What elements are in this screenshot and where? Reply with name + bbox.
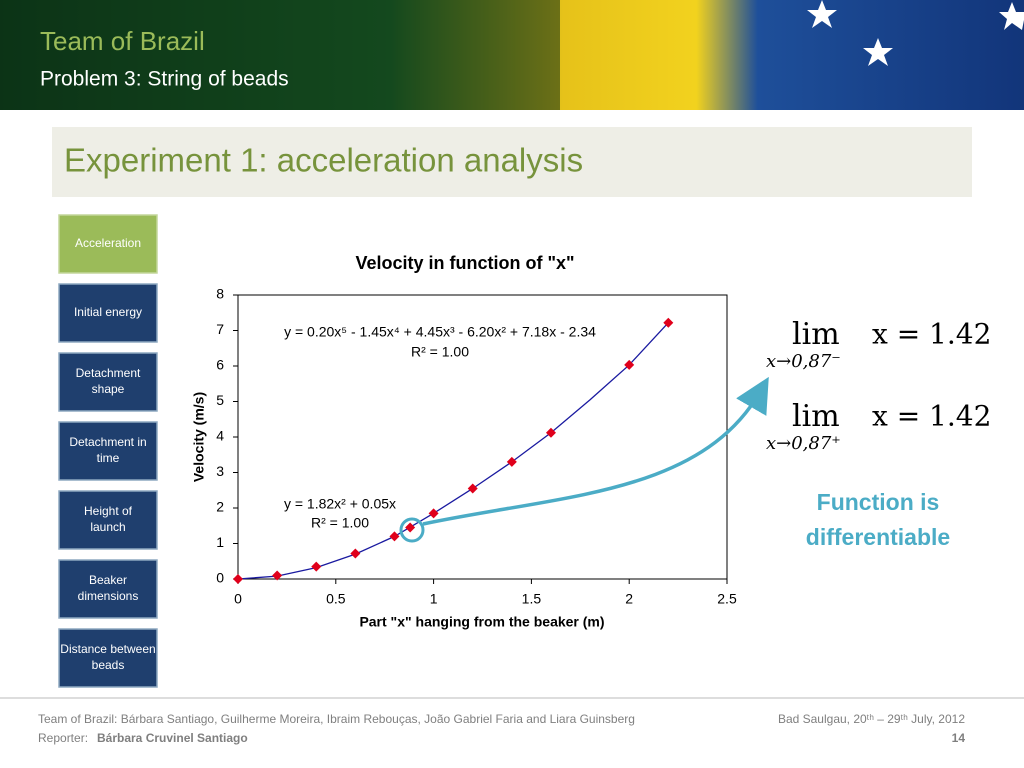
page-number: 14 (952, 731, 966, 745)
team-name: Team of Brazil (40, 26, 205, 56)
data-point (350, 548, 361, 559)
button-box (58, 283, 158, 343)
y-axis-label: Velocity (m/s) (191, 392, 207, 482)
button-line: launch (90, 520, 125, 534)
title-box (52, 127, 972, 197)
button-box (58, 559, 158, 619)
lim-subscript: x→0,87⁻ (766, 351, 841, 372)
y-tick-label: 6 (216, 357, 224, 373)
button-label: Detachment in time (69, 435, 146, 465)
conclusion: Function is (817, 489, 940, 515)
sidebar-button[interactable]: Beaker dimensions (58, 559, 158, 619)
y-tick-label: 0 (216, 570, 224, 586)
lim: lim (792, 399, 840, 434)
footer-reporter-label: Reporter: (38, 731, 88, 745)
button-line: Beaker (89, 573, 127, 587)
x-tick-label: 0 (234, 591, 242, 607)
button-line: Distance between (60, 642, 155, 656)
button-line: shape (92, 382, 125, 396)
button-box (58, 421, 158, 481)
problem-title: Problem 3: String of beads (40, 68, 289, 91)
button-box (58, 628, 158, 688)
y-tick-label: 4 (216, 428, 224, 444)
footer-reporter: Bárbara Cruvinel Santiago (97, 731, 248, 745)
x-tick-label: 2 (625, 591, 633, 607)
data-point (624, 359, 635, 370)
y-tick-label: 1 (216, 534, 224, 550)
sidebar-button[interactable]: Distance between beads (58, 628, 158, 688)
y-tick-label: 5 (216, 392, 224, 408)
x-tick-label: 1 (430, 591, 438, 607)
button-line: Detachment (76, 366, 141, 380)
x-tick-label: 0.5 (326, 591, 346, 607)
button-box (58, 490, 158, 550)
sidebar-button[interactable]: Initial energy (58, 283, 158, 343)
trendline (237, 322, 669, 580)
footer-event: Bad Saulgau, 20ᵗʰ – 29ᵗʰ July, 2012 (778, 712, 965, 726)
equation: R² = 1.00 (311, 515, 369, 531)
data-point (663, 317, 674, 328)
y-tick-label: 2 (216, 499, 224, 515)
highlight-circle (399, 517, 425, 543)
footer-authors: Team of Brazil: Bárbara Santiago, Guilhe… (38, 712, 635, 726)
data-point (389, 531, 400, 542)
data-point (467, 483, 478, 494)
sidebar-button[interactable]: Detachment in time (58, 421, 158, 481)
button-label: Height of launch (84, 504, 133, 534)
data-point (272, 570, 283, 581)
stars (807, 0, 1024, 66)
sidebar: Acceleration Initial energy Detachment shap… (58, 214, 158, 688)
data-point (311, 561, 322, 572)
button-line: Detachment in (69, 435, 146, 449)
data-point (428, 508, 439, 519)
lim-equation: x = 1.42 (872, 400, 991, 433)
y-tick-label: 8 (216, 286, 224, 302)
arrow (422, 376, 769, 526)
data-point (545, 427, 556, 438)
conclusion: differentiable (806, 524, 950, 550)
data-point (405, 522, 416, 533)
button-label: Detachment shape (76, 366, 141, 396)
sidebar-button[interactable]: Height of launch (58, 490, 158, 550)
button-label: Beaker dimensions (78, 573, 139, 603)
x-axis-label: Part "x" hanging from the beaker (m) (359, 614, 604, 630)
button-box (58, 214, 158, 274)
slide-title: Experiment 1: acceleration analysis (64, 142, 583, 179)
equation: y = 0.20x⁵ - 1.45x⁴ + 4.45x³ - 6.20x² + … (284, 324, 596, 340)
button-label: Acceleration (75, 236, 141, 250)
data-point (506, 456, 517, 467)
button-line: dimensions (78, 589, 139, 603)
chart-title: Velocity in function of "x" (355, 253, 574, 273)
lim: lim (792, 317, 840, 352)
button-label: Initial energy (74, 305, 142, 319)
chart: Velocity in function of "x" Part "x" hang… (191, 253, 737, 630)
sidebar-button[interactable]: Detachment shape (58, 352, 158, 412)
y-tick-label: 7 (216, 321, 224, 337)
sidebar-button[interactable]: Acceleration (58, 214, 158, 274)
y-tick-label: 3 (216, 463, 224, 479)
button-line: Height of (84, 504, 133, 518)
lim-equation: x = 1.42 (872, 318, 991, 351)
data-point (233, 574, 243, 584)
button-label: Distance between beads (60, 642, 155, 672)
banner-shade (0, 0, 560, 110)
x-tick-label: 2.5 (717, 591, 737, 607)
x-tick-label: 1.5 (522, 591, 542, 607)
equation: R² = 1.00 (411, 344, 469, 360)
button-line: beads (92, 658, 125, 672)
button-line: time (97, 451, 120, 465)
button-box (58, 352, 158, 412)
lim-subscript: x→0,87⁺ (766, 433, 841, 454)
equation: y = 1.82x² + 0.05x (284, 496, 396, 512)
